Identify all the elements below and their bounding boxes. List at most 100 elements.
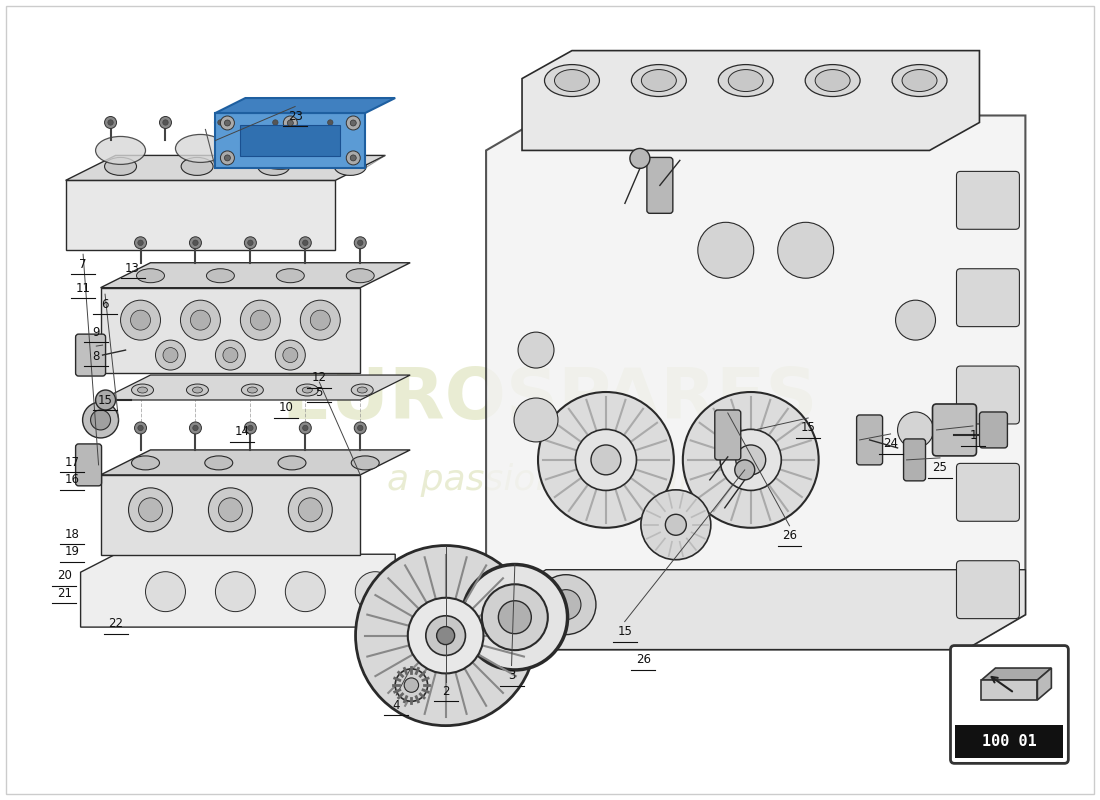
Circle shape xyxy=(666,514,686,535)
Circle shape xyxy=(482,584,548,650)
Circle shape xyxy=(216,572,255,612)
Circle shape xyxy=(324,117,337,129)
Ellipse shape xyxy=(207,269,234,282)
Ellipse shape xyxy=(241,384,263,396)
Text: 21: 21 xyxy=(57,586,72,600)
Text: 26: 26 xyxy=(636,653,651,666)
Text: 15: 15 xyxy=(617,625,632,638)
Text: 100 01: 100 01 xyxy=(982,734,1037,750)
Circle shape xyxy=(208,488,252,532)
Text: 17: 17 xyxy=(65,456,79,469)
Polygon shape xyxy=(522,50,979,150)
Circle shape xyxy=(224,155,230,161)
Circle shape xyxy=(299,237,311,249)
FancyBboxPatch shape xyxy=(647,158,673,214)
Circle shape xyxy=(697,222,754,278)
Circle shape xyxy=(358,426,363,430)
Ellipse shape xyxy=(136,269,165,282)
Circle shape xyxy=(302,240,308,246)
Circle shape xyxy=(462,565,568,670)
Polygon shape xyxy=(981,680,1037,700)
Text: 23: 23 xyxy=(288,110,302,123)
Ellipse shape xyxy=(902,70,937,91)
Circle shape xyxy=(224,120,230,126)
Ellipse shape xyxy=(255,142,306,170)
Text: 4: 4 xyxy=(393,698,400,711)
Polygon shape xyxy=(100,375,410,400)
Circle shape xyxy=(248,426,253,430)
Text: 15: 15 xyxy=(98,394,112,406)
Circle shape xyxy=(778,222,834,278)
Circle shape xyxy=(408,598,484,674)
FancyBboxPatch shape xyxy=(715,410,740,460)
Circle shape xyxy=(683,392,818,528)
Circle shape xyxy=(346,116,360,130)
Circle shape xyxy=(355,572,395,612)
Circle shape xyxy=(275,340,306,370)
Ellipse shape xyxy=(346,269,374,282)
Text: 18: 18 xyxy=(65,528,79,541)
Circle shape xyxy=(138,240,143,246)
Text: 12: 12 xyxy=(311,371,327,384)
FancyBboxPatch shape xyxy=(956,726,1064,758)
Ellipse shape xyxy=(278,456,306,470)
Circle shape xyxy=(190,310,210,330)
Text: 8: 8 xyxy=(92,350,100,362)
Text: 16: 16 xyxy=(65,474,79,486)
Circle shape xyxy=(302,426,308,430)
Ellipse shape xyxy=(96,137,145,165)
Circle shape xyxy=(189,237,201,249)
Circle shape xyxy=(244,422,256,434)
Circle shape xyxy=(138,426,143,430)
Ellipse shape xyxy=(728,70,763,91)
Ellipse shape xyxy=(334,158,366,175)
FancyBboxPatch shape xyxy=(76,334,106,376)
Circle shape xyxy=(895,300,935,340)
Circle shape xyxy=(720,430,781,490)
Circle shape xyxy=(223,347,238,362)
Circle shape xyxy=(96,390,115,410)
Circle shape xyxy=(310,310,330,330)
Circle shape xyxy=(134,422,146,434)
Circle shape xyxy=(298,498,322,522)
FancyBboxPatch shape xyxy=(857,415,882,465)
Text: 24: 24 xyxy=(883,438,898,450)
Circle shape xyxy=(437,626,454,645)
Ellipse shape xyxy=(351,384,373,396)
Circle shape xyxy=(514,398,558,442)
Ellipse shape xyxy=(358,387,367,393)
Ellipse shape xyxy=(815,70,850,91)
Circle shape xyxy=(192,426,198,430)
Ellipse shape xyxy=(182,158,213,175)
Circle shape xyxy=(426,616,465,655)
FancyBboxPatch shape xyxy=(76,444,101,486)
Polygon shape xyxy=(241,125,340,156)
Ellipse shape xyxy=(718,65,773,97)
Ellipse shape xyxy=(187,384,208,396)
Circle shape xyxy=(285,572,326,612)
Text: 11: 11 xyxy=(76,282,90,294)
Circle shape xyxy=(270,117,282,129)
Ellipse shape xyxy=(276,269,305,282)
Text: EUROSPARES: EUROSPARES xyxy=(282,366,818,434)
Circle shape xyxy=(248,240,253,246)
Ellipse shape xyxy=(631,65,686,97)
Circle shape xyxy=(287,120,294,126)
Polygon shape xyxy=(66,155,385,180)
Circle shape xyxy=(163,347,178,362)
Polygon shape xyxy=(486,570,1025,650)
Text: 1: 1 xyxy=(969,430,977,442)
Circle shape xyxy=(288,488,332,532)
Polygon shape xyxy=(100,262,410,288)
FancyBboxPatch shape xyxy=(979,412,1008,448)
Circle shape xyxy=(163,120,168,125)
Circle shape xyxy=(82,402,119,438)
Circle shape xyxy=(630,149,650,169)
Circle shape xyxy=(591,445,620,475)
Circle shape xyxy=(354,422,366,434)
Ellipse shape xyxy=(302,387,312,393)
Circle shape xyxy=(538,392,674,528)
Text: 26: 26 xyxy=(782,530,797,542)
Circle shape xyxy=(735,460,755,480)
Circle shape xyxy=(404,678,419,692)
